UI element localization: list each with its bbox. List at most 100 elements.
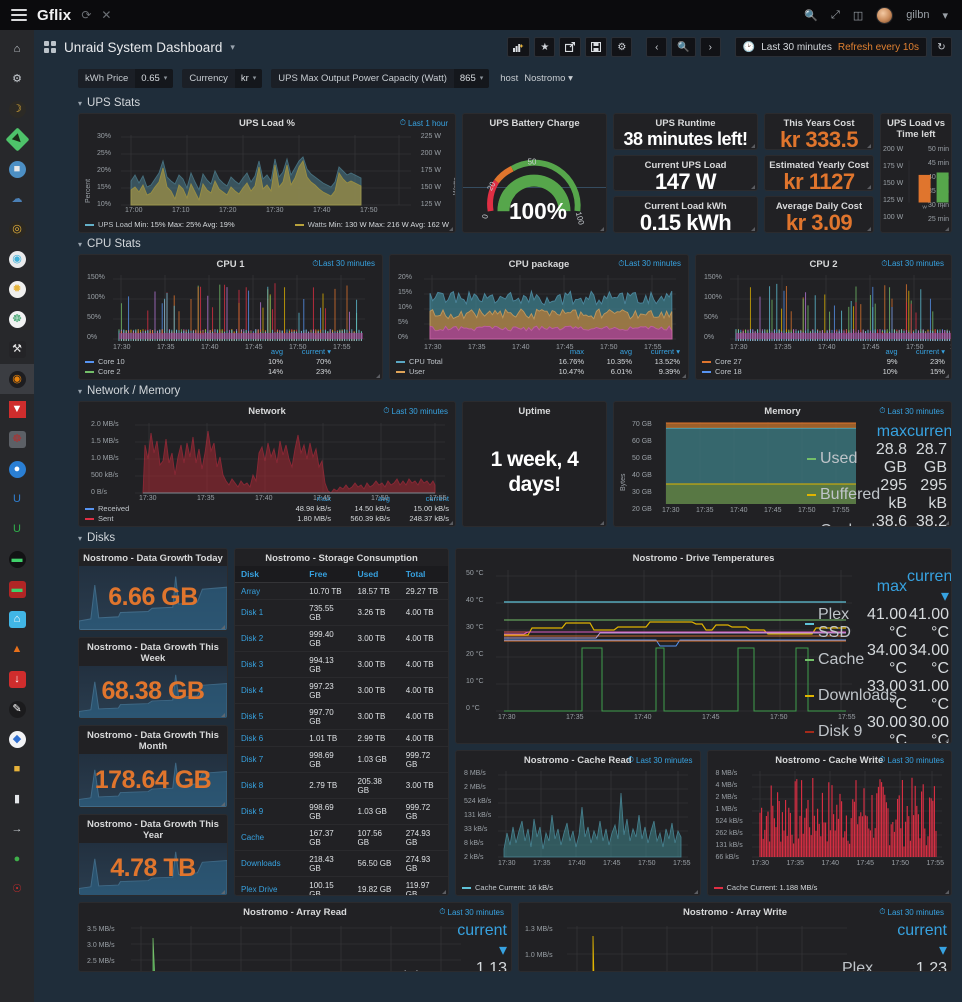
table-col-disk[interactable]: Disk [235, 566, 304, 583]
sidebar-item-lidarr[interactable]: ◉ [0, 244, 34, 274]
panel-resize-handle[interactable] [867, 227, 871, 232]
sidebar-item-download-red[interactable]: ↓ [0, 664, 34, 694]
legend-header[interactable]: current ▾ [650, 347, 680, 356]
legend-item[interactable]: Buffered 295 kB 295 kB [807, 477, 947, 513]
share-button[interactable] [559, 37, 582, 57]
legend-header[interactable]: max [316, 494, 331, 503]
sidebar-item-syncthing[interactable]: ■ [0, 754, 34, 784]
legend-item[interactable]: Used 28.8 GB 28.7 GB [807, 441, 947, 477]
reload-icon[interactable]: ⟳ [81, 8, 92, 22]
chevron-down-icon[interactable]: ▾ [942, 9, 948, 22]
add-panel-button[interactable] [507, 37, 531, 57]
sidebar-item-lazylibrarian[interactable]: ✎ [0, 694, 34, 724]
variable-value[interactable]: 0.65 ▾ [135, 68, 174, 88]
legend-item[interactable]: Cached38.6 GB 38.2 GB [807, 513, 947, 526]
sidebar-item-book[interactable]: ▮ [0, 784, 34, 814]
legend-item[interactable]: Sent 1.80 MB/s 560.39 kB/s 248.37 kB/s [85, 514, 449, 523]
table-col-total[interactable]: Total [399, 566, 448, 583]
panel-resize-handle[interactable] [945, 890, 949, 894]
avatar[interactable] [876, 6, 894, 24]
row-header-disks[interactable]: ▾ Disks [78, 527, 952, 548]
panel-resize-handle[interactable] [945, 521, 949, 525]
sidebar-item-home-assistant[interactable]: ⌂ [0, 604, 34, 634]
sidebar-item-radarr[interactable]: ✹ [0, 274, 34, 304]
star-button[interactable]: ★ [534, 37, 556, 57]
panel-resize-handle[interactable] [945, 227, 949, 231]
row-header-network-memory[interactable]: ▾ Network / Memory [78, 380, 952, 401]
variable-host[interactable]: host Nostromo ▾ [498, 73, 573, 84]
legend-item[interactable]: Disk 1 1.13 MB/s [379, 960, 507, 971]
legend-header[interactable]: current ▾ [301, 347, 331, 356]
menu-icon[interactable] [11, 9, 27, 21]
variable-value[interactable]: kr ▾ [234, 68, 263, 88]
table-col-used[interactable]: Used [351, 566, 400, 583]
settings-button[interactable]: ⚙ [611, 37, 633, 57]
legend-header[interactable]: current [907, 423, 952, 440]
panel-time-range[interactable]: ⏱Last 30 minutes [879, 406, 944, 416]
sidebar-item-settings[interactable]: ⚙ [0, 64, 34, 94]
sidebar-item-search-app[interactable]: ◎ [0, 214, 34, 244]
variable-kwh-price[interactable]: kWh Price 0.65 ▾ [78, 68, 174, 88]
panel-resize-handle[interactable] [682, 374, 686, 378]
legend-header[interactable]: current [425, 494, 450, 503]
panel-resize-handle[interactable] [693, 890, 698, 894]
legend-header[interactable]: avg [885, 347, 898, 356]
sidebar-item-magnet[interactable]: U [0, 484, 34, 514]
time-prev-button[interactable]: ‹ [646, 37, 668, 57]
legend-header[interactable]: max [569, 347, 584, 356]
close-icon[interactable]: ✕ [101, 8, 112, 22]
sidebar-item-moon-app[interactable]: ☽ [0, 94, 34, 124]
sidebar-item-droplet[interactable]: ◆ [0, 724, 34, 754]
panel-time-range[interactable]: ⏱Last 30 minutes [879, 755, 944, 765]
panel-resize-handle[interactable] [751, 227, 755, 232]
sidebar-item-plex[interactable]: ▶ [0, 124, 34, 154]
legend-header[interactable]: current ▾ [897, 922, 947, 959]
sidebar-item-netdata[interactable]: ● [0, 454, 34, 484]
sidebar-item-magnet-green[interactable]: U [0, 514, 34, 544]
sidebar-item-logout[interactable]: → [0, 814, 34, 844]
panel-resize-handle[interactable] [449, 227, 453, 231]
sidebar-item-globe[interactable]: ☸ [0, 304, 34, 334]
library-icon[interactable]: ◫ [852, 9, 864, 22]
panel-resize-handle[interactable] [867, 143, 871, 148]
sidebar-item-shield[interactable]: ▼ [0, 394, 34, 424]
panel-resize-handle[interactable] [945, 374, 949, 378]
user-label[interactable]: gilbn [906, 9, 930, 21]
panel-resize-handle[interactable] [600, 227, 604, 231]
legend-item[interactable]: Core 27 9% 23% [702, 357, 945, 366]
variable-value[interactable]: 865 ▾ [453, 68, 490, 88]
search-icon[interactable]: 🔍 [804, 9, 818, 22]
legend-header[interactable]: avg [377, 494, 390, 503]
panel-resize-handle[interactable] [751, 185, 755, 190]
refresh-button[interactable]: ↻ [931, 37, 952, 57]
panel-time-range[interactable]: ⏱Last 30 minutes [618, 259, 681, 268]
legend-header[interactable]: max [876, 423, 907, 440]
legend-item[interactable]: Downloads 33.00 °C 31.00 °C [805, 678, 949, 714]
panel-time-range[interactable]: ⏱Last 30 minutes [627, 755, 693, 765]
panel-resize-handle[interactable] [221, 713, 225, 717]
legend-header[interactable]: current ▾ [907, 568, 952, 605]
chevron-down-icon[interactable]: ▾ [230, 41, 235, 52]
sidebar-item-grafana[interactable]: ◉ [0, 364, 34, 394]
time-range-picker[interactable]: 🕑 Last 30 minutes Refresh every 10s [734, 37, 927, 57]
legend-item[interactable]: Plex SSD 1.23 kB/s [829, 960, 947, 971]
legend-header[interactable]: current ▾ [457, 922, 507, 959]
legend-item[interactable]: Core 18 10% 15% [702, 367, 945, 376]
panel-resize-handle[interactable] [751, 143, 755, 148]
legend-item[interactable]: Plex SSD 41.00 °C 41.00 °C [805, 606, 949, 642]
save-button[interactable] [585, 37, 608, 57]
sidebar-item-home[interactable]: ⌂ [0, 34, 34, 64]
sidebar-item-sonarr[interactable]: ☸ [0, 424, 34, 454]
sidebar-item-bitwarden[interactable]: ▬ [0, 544, 34, 574]
legend-item[interactable]: Core 10 10% 70% [85, 357, 376, 366]
panel-time-range[interactable]: ⏱ Last 1 hour [399, 118, 448, 128]
variable-currency[interactable]: Currency kr ▾ [182, 68, 263, 88]
sidebar-item-tautulli[interactable]: ■ [0, 154, 34, 184]
panel-time-range[interactable]: ⏱Last 30 minutes [312, 259, 375, 268]
sidebar-item-nzb[interactable]: ▬ [0, 574, 34, 604]
sidebar-item-github[interactable]: ● [0, 844, 34, 874]
legend-item[interactable]: Disk 9 30.00 °C 30.00 °C [805, 714, 949, 743]
panel-resize-handle[interactable] [376, 374, 380, 378]
page-title[interactable]: Unraid System Dashboard [64, 39, 223, 55]
legend-header[interactable]: current ▾ [915, 347, 946, 356]
